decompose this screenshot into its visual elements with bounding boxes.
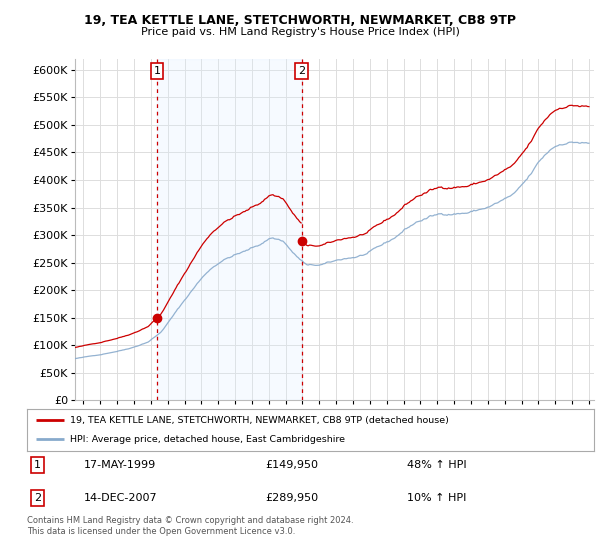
Text: 14-DEC-2007: 14-DEC-2007	[84, 493, 157, 503]
Bar	[157, 59, 302, 400]
Text: 19, TEA KETTLE LANE, STETCHWORTH, NEWMARKET, CB8 9TP: 19, TEA KETTLE LANE, STETCHWORTH, NEWMAR…	[84, 14, 516, 27]
Text: 10% ↑ HPI: 10% ↑ HPI	[407, 493, 466, 503]
Text: £149,950: £149,950	[265, 460, 318, 470]
Text: 17-MAY-1999: 17-MAY-1999	[84, 460, 156, 470]
Text: 2: 2	[298, 66, 305, 76]
Text: 1: 1	[154, 66, 161, 76]
Text: 1: 1	[34, 460, 41, 470]
Text: 48% ↑ HPI: 48% ↑ HPI	[407, 460, 467, 470]
Text: HPI: Average price, detached house, East Cambridgeshire: HPI: Average price, detached house, East…	[70, 435, 344, 444]
Text: 2: 2	[34, 493, 41, 503]
Text: £289,950: £289,950	[265, 493, 318, 503]
Text: Price paid vs. HM Land Registry's House Price Index (HPI): Price paid vs. HM Land Registry's House …	[140, 27, 460, 37]
Text: 19, TEA KETTLE LANE, STETCHWORTH, NEWMARKET, CB8 9TP (detached house): 19, TEA KETTLE LANE, STETCHWORTH, NEWMAR…	[70, 416, 448, 424]
Text: Contains HM Land Registry data © Crown copyright and database right 2024.
This d: Contains HM Land Registry data © Crown c…	[27, 516, 353, 536]
